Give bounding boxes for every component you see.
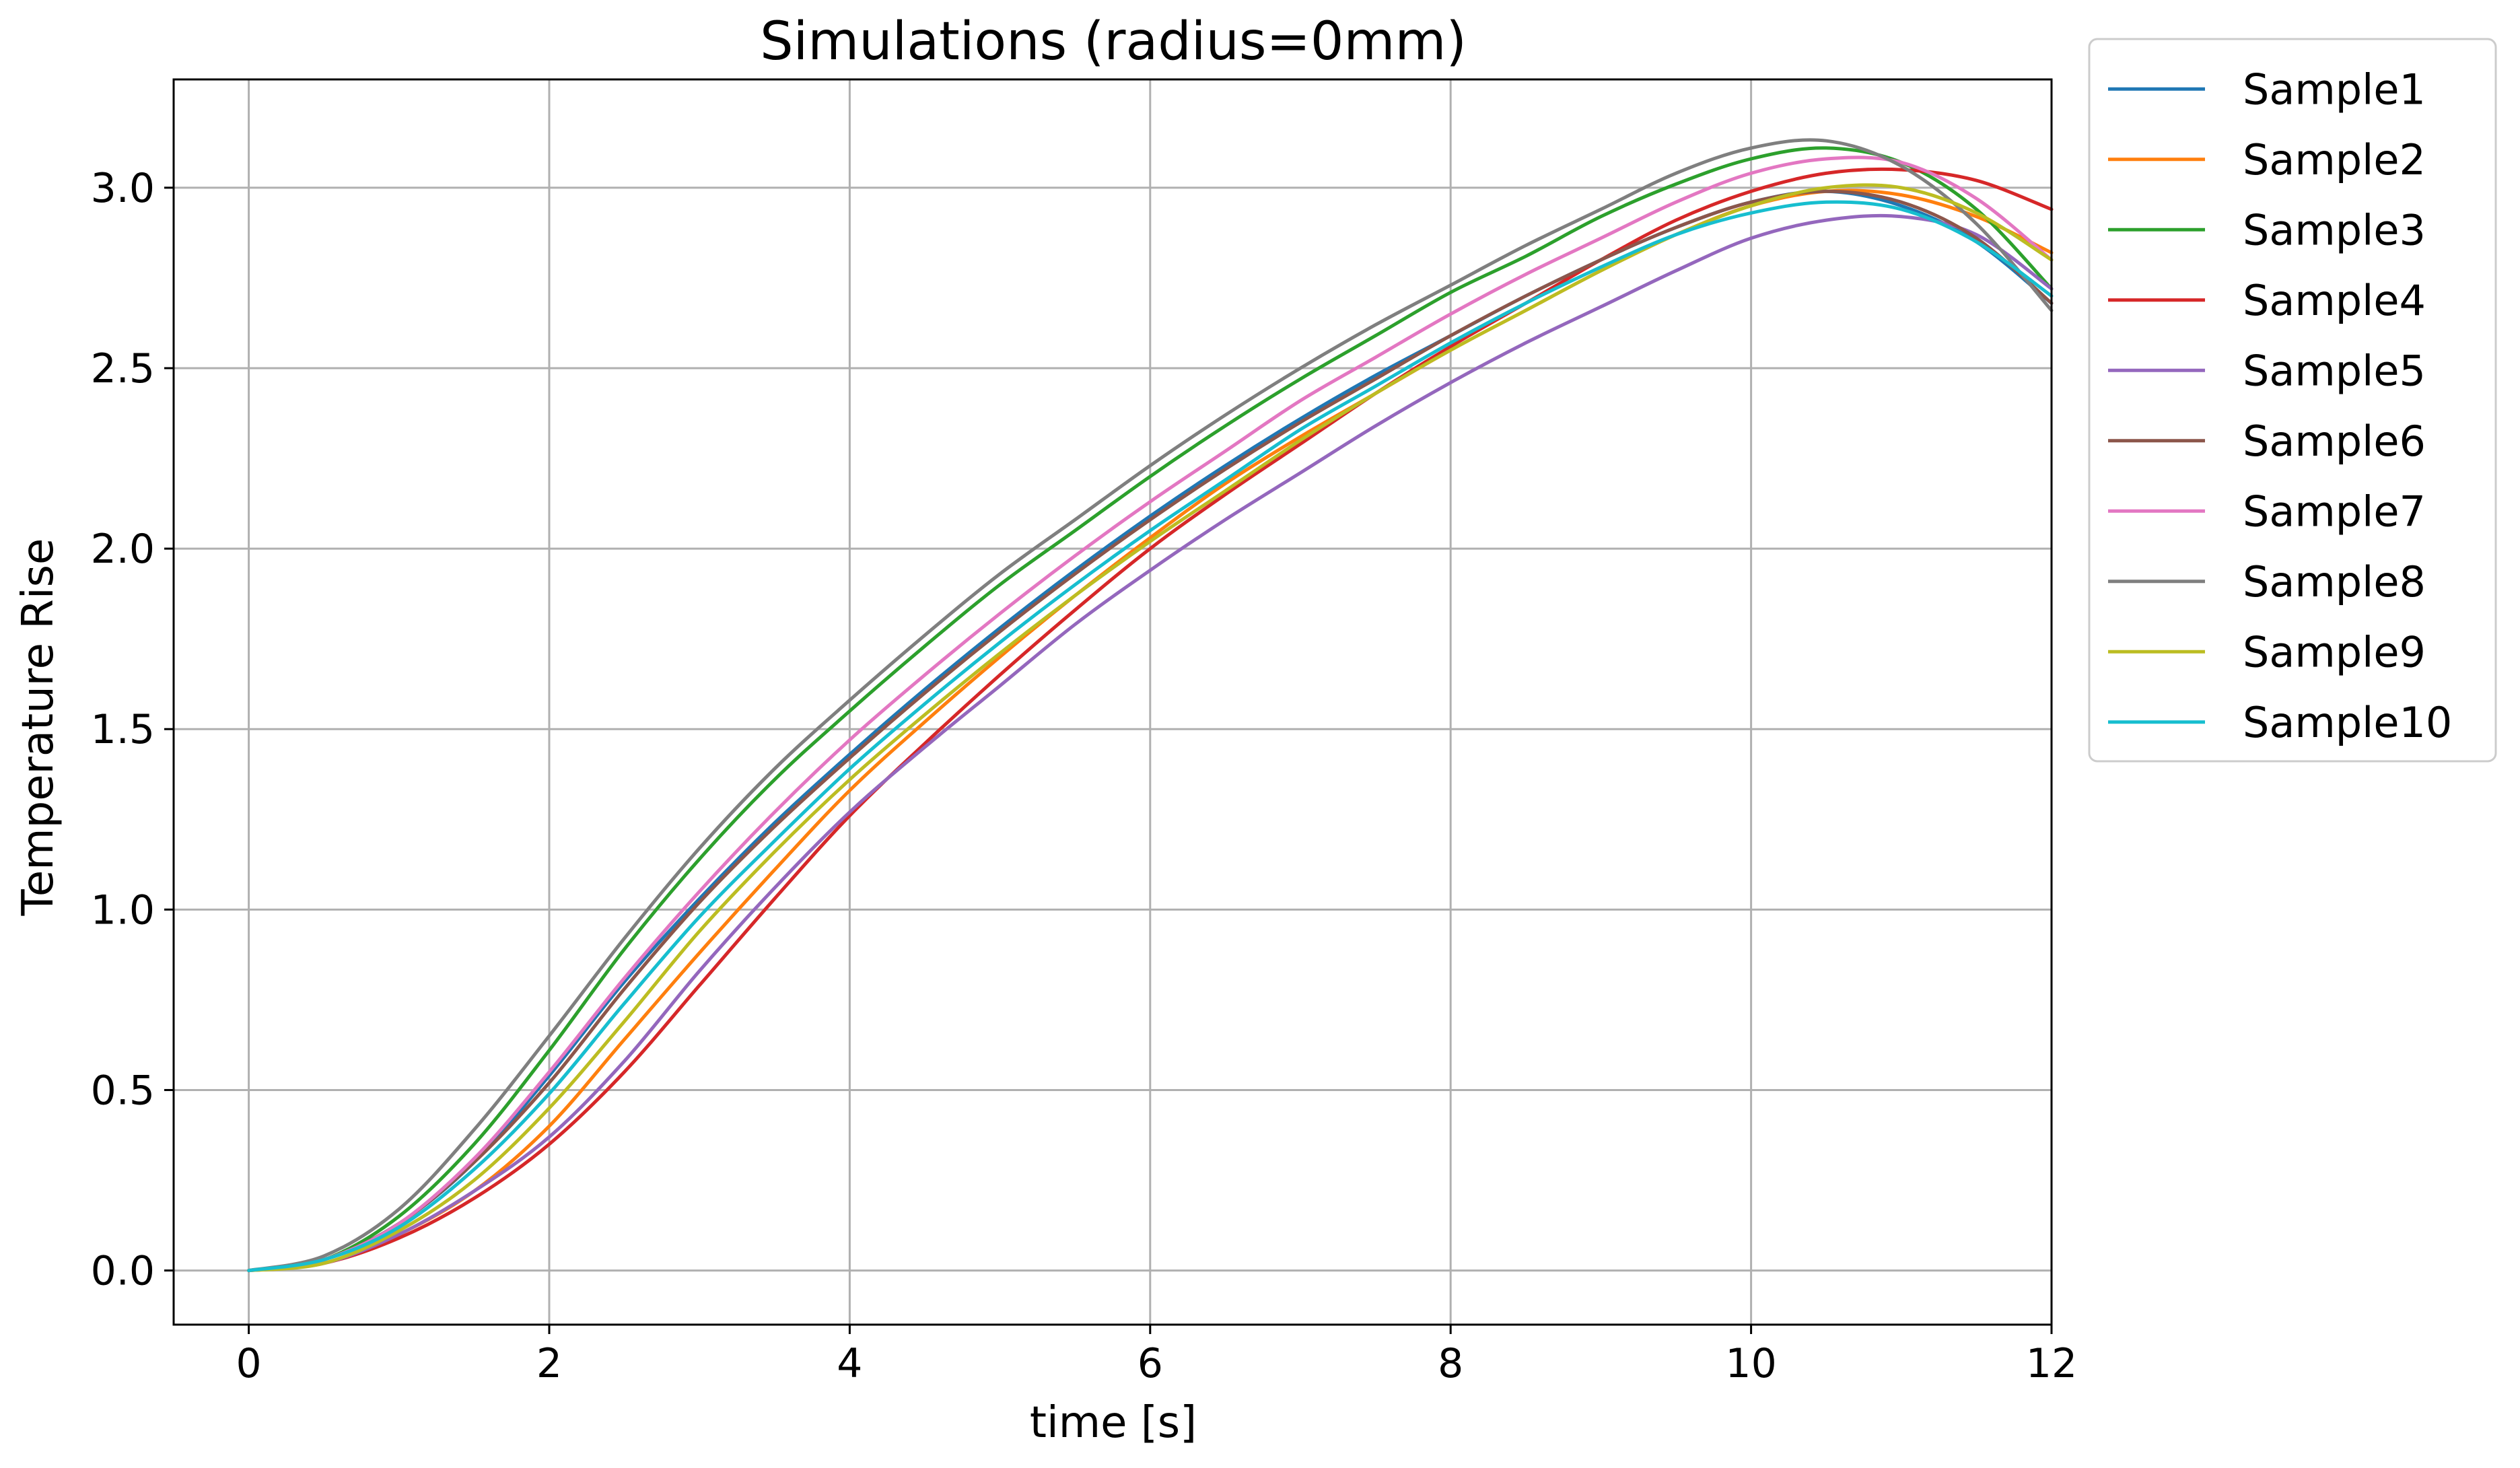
x-tick-label: 2 (536, 1340, 562, 1387)
y-tick-label: 2.5 (91, 345, 155, 392)
legend-label: Sample1 (2243, 65, 2426, 114)
legend-label: Sample3 (2243, 205, 2426, 254)
series-line-sample4 (247, 167, 2054, 1273)
y-tick-label: 2.0 (91, 526, 155, 573)
legend-label: Sample2 (2243, 135, 2426, 184)
y-tick-label: 0.0 (91, 1248, 155, 1295)
legend-label: Sample9 (2243, 627, 2426, 676)
legend-label: Sample4 (2243, 276, 2426, 325)
plot-frame (172, 78, 2053, 1326)
legend: Sample1 Sample2 Sample3 Sample4 Sample5 Sampl… (2088, 38, 2497, 763)
series-line-sample5 (247, 213, 2054, 1273)
legend-label: Sample5 (2243, 346, 2426, 395)
x-tick-label: 0 (236, 1340, 262, 1387)
x-tick-label: 10 (1725, 1340, 1776, 1387)
series-line-sample7 (247, 155, 2054, 1273)
legend-item: Sample10 (2108, 698, 2452, 747)
x-tick-label: 4 (837, 1340, 862, 1387)
series-line-sample9 (247, 183, 2054, 1273)
y-axis-label: Temperature Rise (13, 538, 63, 917)
legend-item: Sample5 (2108, 346, 2426, 395)
series-line-sample10 (247, 200, 2054, 1273)
legend-label: Sample7 (2243, 487, 2426, 536)
x-axis-label: time [s] (1030, 1398, 1197, 1448)
legend-item: Sample2 (2108, 135, 2426, 184)
legend-label: Sample8 (2243, 557, 2426, 606)
x-tick-label: 8 (1438, 1340, 1463, 1387)
y-axis-ticks: 0.0 0.5 1.0 1.5 2.0 2.5 3.0 (91, 165, 174, 1295)
gridlines (174, 79, 2053, 1325)
x-axis-ticks: 0 2 4 6 8 10 12 (236, 1325, 2077, 1387)
y-tick-label: 0.5 (91, 1067, 155, 1114)
series-lines (247, 138, 2054, 1273)
legend-item: Sample8 (2108, 557, 2426, 606)
legend-label: Sample6 (2243, 417, 2426, 466)
series-line-sample8 (247, 138, 2054, 1273)
y-tick-label: 3.0 (91, 165, 155, 212)
legend-item: Sample3 (2108, 205, 2426, 254)
legend-item: Sample9 (2108, 627, 2426, 676)
y-tick-label: 1.0 (91, 886, 155, 934)
legend-item: Sample4 (2108, 276, 2426, 325)
series-line-sample3 (247, 146, 2054, 1273)
series-line-sample6 (247, 189, 2054, 1273)
chart-title: Simulations (radius=0mm) (760, 11, 1467, 72)
legend-item: Sample6 (2108, 417, 2426, 466)
legend-item: Sample1 (2108, 65, 2426, 114)
legend-label: Sample10 (2243, 698, 2452, 747)
legend-item: Sample7 (2108, 487, 2426, 536)
y-tick-label: 1.5 (91, 706, 155, 753)
x-tick-label: 12 (2026, 1340, 2077, 1387)
x-tick-label: 6 (1138, 1340, 1163, 1387)
